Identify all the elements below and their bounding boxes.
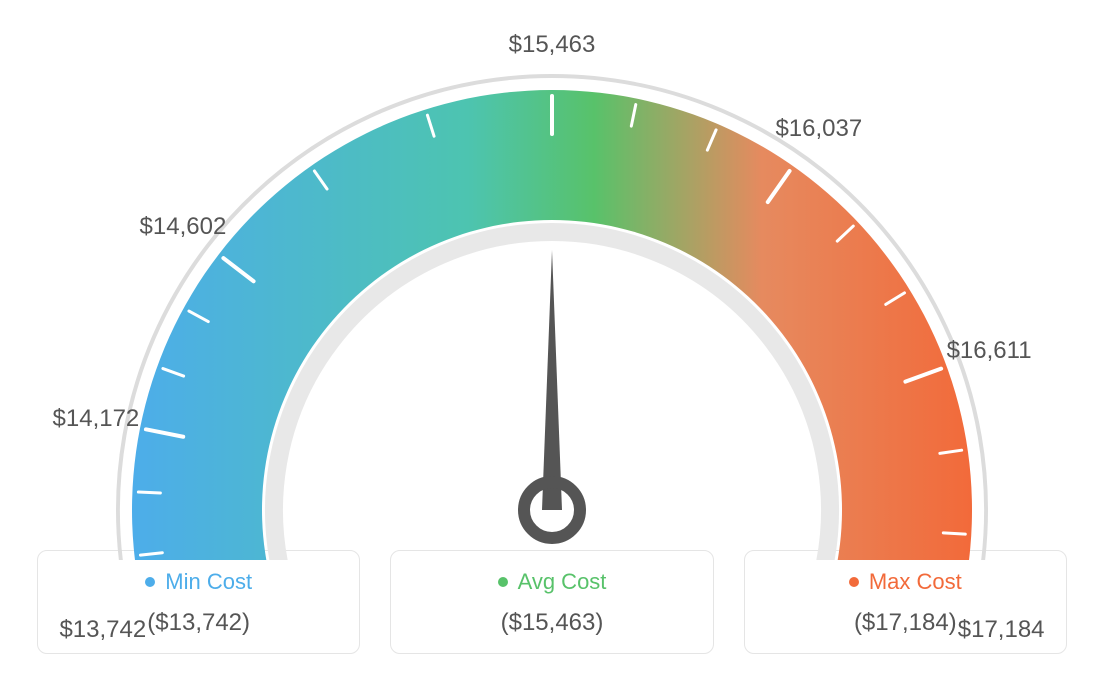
legend-dot-icon xyxy=(849,577,859,587)
gauge-tick-label: $13,742 xyxy=(59,616,146,644)
gauge-tick-label: $14,602 xyxy=(140,213,227,241)
legend-dot-icon xyxy=(498,577,508,587)
legend-title-text: Min Cost xyxy=(165,569,252,595)
legend-value-avg: ($15,463) xyxy=(401,609,702,637)
gauge-tick-label: $17,184 xyxy=(958,616,1045,644)
gauge-svg xyxy=(22,20,1082,560)
legend-dot-icon xyxy=(145,577,155,587)
legend-title-min: Min Cost xyxy=(145,569,252,595)
legend-row: Min Cost($13,742)Avg Cost($15,463)Max Co… xyxy=(37,550,1067,654)
legend-title-max: Max Cost xyxy=(849,569,962,595)
gauge-tick-label: $15,463 xyxy=(509,31,596,59)
gauge-tick-label: $16,611 xyxy=(947,337,1032,365)
legend-title-avg: Avg Cost xyxy=(498,569,607,595)
gauge-tick-label: $16,037 xyxy=(775,115,862,143)
legend-title-text: Max Cost xyxy=(869,569,962,595)
cost-gauge-chart: $13,742$14,172$14,602$15,463$16,037$16,6… xyxy=(22,20,1082,560)
legend-title-text: Avg Cost xyxy=(518,569,607,595)
legend-box-avg: Avg Cost ($15,463) xyxy=(390,550,713,654)
gauge-tick-label: $14,172 xyxy=(53,405,140,433)
